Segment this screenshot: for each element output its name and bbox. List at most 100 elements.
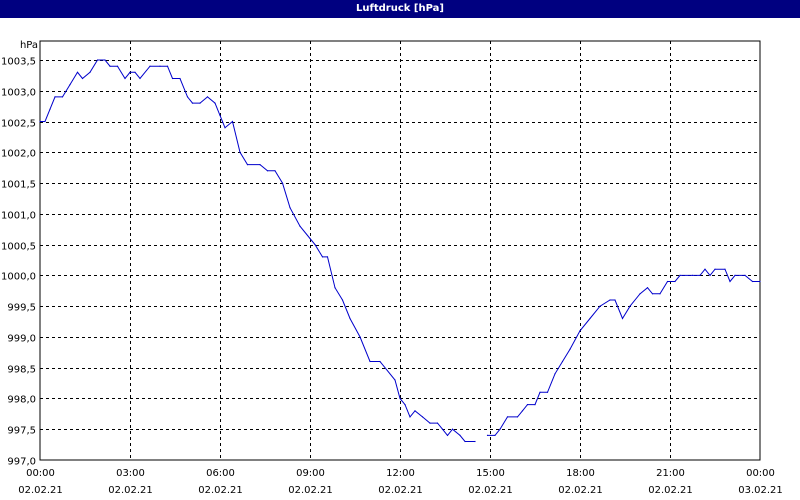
series-line [40,59,475,442]
data-point [44,120,46,123]
data-point [579,330,581,332]
data-point [451,428,454,430]
data-point [359,336,361,338]
data-point [459,434,461,436]
data-point [639,293,641,295]
y-tick-label: 1000,0 [1,272,36,283]
data-point [691,274,694,276]
series-luftdruck [39,59,761,443]
data-point [474,440,476,443]
data-point [239,151,241,153]
data-point [224,127,226,129]
data-point [96,59,99,61]
x-tick-date-label: 02.02.21 [378,485,423,496]
data-point [214,102,216,104]
data-point [651,293,654,295]
data-point [39,120,41,123]
data-point [274,170,276,172]
data-point [506,416,509,418]
y-tick-label: 998,0 [7,395,36,406]
data-point [759,280,761,283]
y-tick-label: 997,0 [7,457,36,468]
data-point [554,373,556,375]
data-point [729,280,731,283]
data-point [599,305,601,307]
data-point [369,360,371,363]
y-tick-label: 1003,5 [1,57,36,68]
data-point [734,274,736,276]
data-point [231,120,234,123]
data-point [699,274,701,276]
y-tick-label: 999,0 [7,334,36,345]
data-point [394,379,396,381]
data-point [666,280,669,283]
x-tick-time-label: 09:00 [296,468,325,479]
plot-frame [39,40,761,461]
data-point [704,268,706,270]
data-point [69,84,71,86]
data-point [751,280,754,283]
data-point [516,416,519,418]
y-tick-label: 997,5 [7,426,36,437]
x-tick-date-label: 02.02.21 [198,485,243,496]
x-tick-date-label: 02.02.21 [288,485,333,496]
data-point [104,59,106,61]
x-tick-time-label: 18:00 [566,468,595,479]
data-point [569,348,571,350]
data-point [646,287,649,289]
y-tick-label: 1001,5 [1,180,36,191]
data-point [129,71,131,73]
data-point [124,77,126,80]
grid [40,41,760,460]
data-point [81,77,84,80]
x-tick-date-label: 02.02.21 [468,485,513,496]
data-point [404,404,406,406]
data-point [409,416,411,418]
data-point [89,71,91,73]
data-point [314,244,316,246]
data-point [629,305,631,307]
series-line [487,268,760,436]
data-point [334,287,336,289]
x-tick-time-label: 03:00 [116,468,145,479]
data-point [436,422,439,424]
data-point [281,182,284,184]
data-point [159,65,161,67]
x-tick-date-label: 02.02.21 [648,485,693,496]
data-point [464,440,466,443]
data-point [659,293,661,295]
y-tick-label: 1003,0 [1,88,36,99]
data-point [76,71,79,73]
x-tick-date-label: 02.02.21 [18,485,63,496]
data-point [446,434,449,436]
x-tick-time-label: 00:00 [26,468,55,479]
data-point [321,256,324,258]
data-point [429,422,431,424]
x-tick-time-label: 06:00 [206,468,235,479]
data-point [134,71,136,73]
data-point [561,360,564,363]
data-point [349,317,351,320]
data-point [139,77,141,80]
data-point [299,225,301,227]
y-axis-ticks: 1003,5 1003,0 1002,5 1002,0 1001,5 1001,0 1000… [1,57,36,468]
y-tick-label: 1002,5 [1,119,36,130]
data-point [206,96,209,98]
x-tick-date-label: 03.02.21 [738,485,783,496]
data-point [379,360,381,363]
y-tick-label: 999,5 [7,303,36,314]
data-point [191,102,194,104]
data-point [441,428,444,430]
data-point [341,299,344,301]
data-point [709,274,711,276]
y-tick-label: 1001,0 [1,211,36,222]
data-point [246,164,249,166]
x-tick-time-label: 12:00 [386,468,415,479]
y-tick-label: 1002,0 [1,149,36,160]
data-point [621,317,624,320]
data-point [309,237,311,240]
data-point [674,280,676,283]
data-point [179,77,181,80]
